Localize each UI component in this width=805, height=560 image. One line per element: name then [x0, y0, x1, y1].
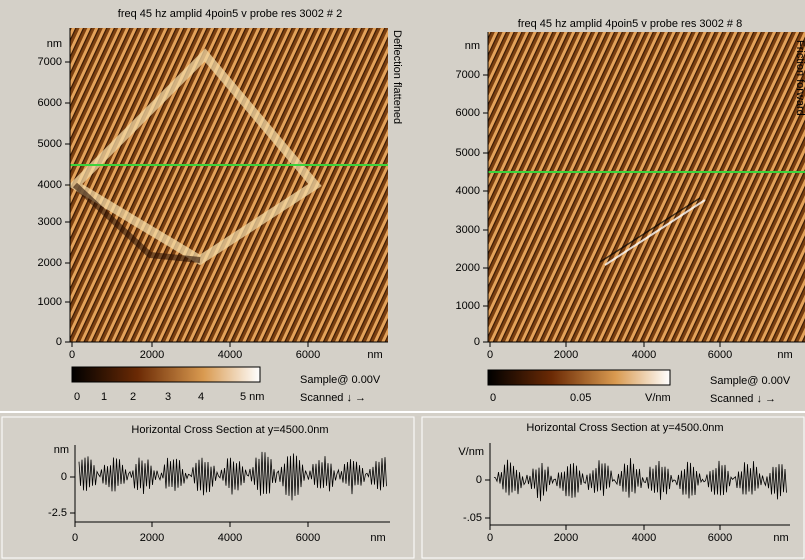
cross-y-tick-label: -2.5	[48, 507, 67, 519]
cross-x-tick-label: 0	[72, 532, 78, 544]
cross-trace	[78, 451, 387, 501]
x-tick-label: 6000	[708, 349, 732, 361]
cross-y-tick-label: 0	[476, 474, 482, 486]
channel-label: Deflection flattened	[391, 30, 403, 124]
y-tick-label: 1000	[38, 296, 62, 308]
scan-direction: Scanned ↓ →	[710, 393, 776, 405]
y-tick-label: 0	[474, 336, 480, 348]
sample-bias: Sample@ 0.00V	[710, 375, 791, 387]
cross-x-tick-label: 2000	[140, 532, 164, 544]
x-unit: nm	[777, 349, 792, 361]
y-tick-label: 5000	[38, 138, 62, 150]
y-tick-label: 6000	[38, 97, 62, 109]
colorbar-label: 0.05	[570, 392, 591, 404]
colorbar-label: 3	[165, 391, 171, 403]
image-title: freq 45 hz amplid 4poin5 v probe res 300…	[118, 8, 342, 20]
colorbar-label: 5 nm	[240, 391, 264, 403]
cross-y-unit: nm	[54, 444, 69, 456]
y-tick-label: 2000	[38, 257, 62, 269]
image-title: freq 45 hz amplid 4poin5 v probe res 300…	[518, 18, 742, 30]
cross-y-unit: V/nm	[458, 446, 484, 458]
image-feature	[599, 197, 701, 263]
y-tick-label: 7000	[456, 69, 480, 81]
y-tick-label: 7000	[38, 56, 62, 68]
y-unit: nm	[47, 38, 62, 50]
x-unit: nm	[367, 349, 382, 361]
x-tick-label: 4000	[632, 349, 656, 361]
cross-x-tick-label: 0	[487, 532, 493, 544]
cross-frame	[421, 416, 805, 559]
colorbar-label: 0	[74, 391, 80, 403]
y-tick-label: 4000	[456, 185, 480, 197]
cross-x-tick-label: 2000	[554, 532, 578, 544]
cross-frame	[1, 416, 415, 559]
x-tick-label: 4000	[218, 349, 242, 361]
image-feature	[72, 182, 201, 263]
image-feature	[67, 48, 322, 266]
sample-bias: Sample@ 0.00V	[300, 374, 381, 386]
y-tick-label: 5000	[456, 147, 480, 159]
cross-y-tick-label: 0	[61, 471, 67, 483]
y-tick-label: 4000	[38, 179, 62, 191]
y-tick-label: 6000	[456, 107, 480, 119]
x-tick-label: 0	[69, 349, 75, 361]
x-tick-label: 2000	[554, 349, 578, 361]
colorbar	[487, 369, 671, 386]
cross-x-tick-label: 6000	[708, 532, 732, 544]
x-tick-label: 6000	[296, 349, 320, 361]
cross-trace	[493, 458, 787, 502]
y-tick-label: 3000	[38, 216, 62, 228]
cross-title: Horizontal Cross Section at y=4500.0nm	[131, 424, 328, 436]
colorbar-label: 4	[198, 391, 204, 403]
channel-label: Friction forward	[794, 40, 805, 116]
y-tick-label: 2000	[456, 262, 480, 274]
cross-x-tick-label: 4000	[218, 532, 242, 544]
y-unit: nm	[465, 40, 480, 52]
scan-direction: Scanned ↓ →	[300, 392, 366, 404]
colorbar-label: 2	[130, 391, 136, 403]
x-tick-label: 2000	[140, 349, 164, 361]
cross-y-tick-label: -.05	[463, 512, 482, 524]
colorbar	[71, 366, 261, 383]
colorbar-label: 0	[490, 392, 496, 404]
image-feature	[604, 199, 706, 266]
y-tick-label: 1000	[456, 300, 480, 312]
cross-x-unit: nm	[773, 532, 788, 544]
y-tick-label: 0	[56, 336, 62, 348]
colorbar-label: 1	[101, 391, 107, 403]
cross-x-unit: nm	[370, 532, 385, 544]
colorbar-label: V/nm	[645, 392, 671, 404]
cross-x-tick-label: 6000	[296, 532, 320, 544]
y-tick-label: 3000	[456, 224, 480, 236]
x-tick-label: 0	[487, 349, 493, 361]
afm-image	[70, 28, 388, 342]
afm-image	[488, 32, 805, 342]
cross-title: Horizontal Cross Section at y=4500.0nm	[526, 422, 723, 434]
cross-x-tick-label: 4000	[632, 532, 656, 544]
